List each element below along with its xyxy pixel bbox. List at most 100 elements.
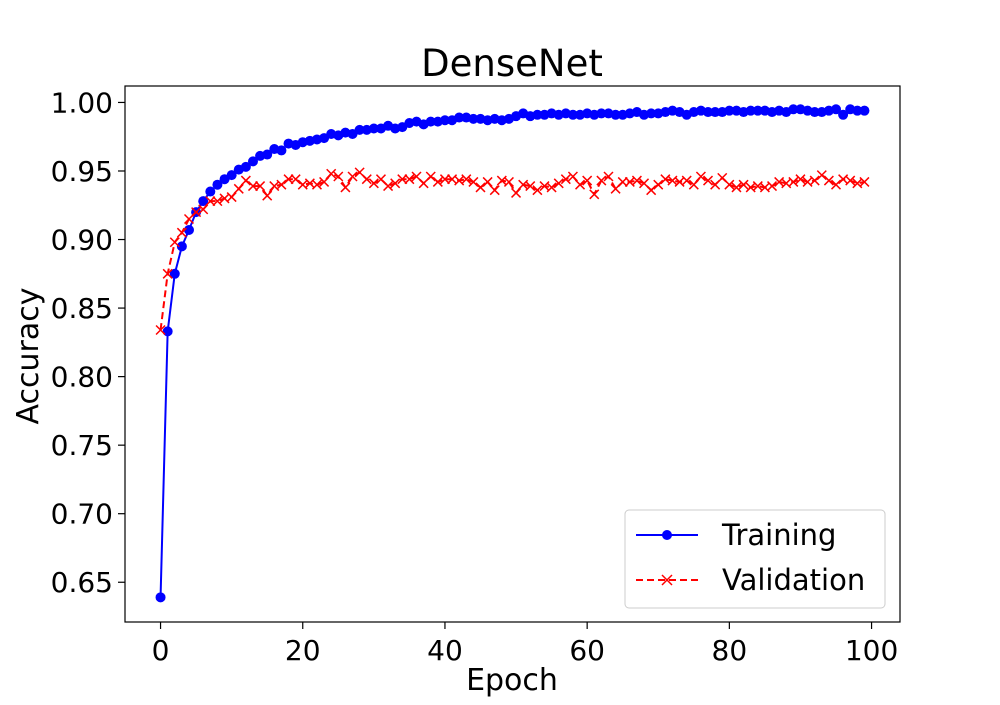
validation-point	[511, 187, 522, 198]
training-point	[354, 124, 365, 135]
validation-point	[816, 170, 827, 181]
validation-point	[326, 168, 337, 179]
y-tick-label: 0.95	[51, 155, 113, 188]
x-tick-label: 100	[845, 634, 898, 667]
validation-point	[702, 175, 714, 186]
validation-point	[368, 178, 379, 189]
validation-point	[233, 183, 244, 194]
plot-frame	[124, 85, 901, 623]
validation-point	[859, 176, 870, 187]
validation-point	[319, 176, 330, 187]
training-point	[596, 108, 607, 119]
validation-point	[823, 175, 834, 186]
training-point	[745, 105, 756, 116]
training-point	[176, 241, 187, 252]
training-point	[610, 109, 621, 120]
y-tick-label: 0.70	[51, 498, 113, 531]
validation-point	[546, 182, 557, 193]
validation-point	[582, 175, 593, 186]
validation-point	[191, 207, 202, 218]
training-point	[752, 105, 763, 116]
validation-series-line	[159, 171, 865, 331]
validation-point	[262, 190, 273, 201]
validation-point	[809, 175, 820, 186]
validation-point	[176, 227, 187, 238]
training-point	[212, 179, 223, 190]
validation-point	[205, 196, 216, 207]
plot-area	[155, 104, 870, 603]
training-point	[532, 109, 543, 120]
y-axis-label: Accuracy	[11, 288, 46, 425]
training-point	[831, 104, 842, 115]
training-point	[703, 107, 714, 118]
validation-point	[247, 181, 259, 192]
validation-point	[468, 176, 479, 187]
validation-point	[226, 192, 237, 203]
validation-point	[162, 268, 173, 279]
validation-point	[653, 179, 664, 190]
validation-point	[575, 179, 586, 190]
legend-training-label: Training	[721, 518, 836, 552]
validation-point	[311, 179, 323, 190]
validation-point	[532, 185, 543, 196]
training-point	[240, 161, 251, 172]
validation-point	[589, 189, 600, 200]
validation-point	[738, 179, 749, 190]
validation-point	[240, 175, 251, 186]
training-point	[724, 105, 735, 116]
legend-entry-validation: Validation	[636, 563, 865, 597]
y-tick-label: 1.00	[51, 86, 113, 119]
validation-point	[475, 182, 486, 193]
training-point	[155, 592, 166, 603]
validation-point	[646, 185, 657, 196]
validation-point	[567, 171, 578, 182]
validation-point	[681, 175, 692, 186]
validation-point	[503, 176, 514, 187]
validation-point	[766, 181, 778, 192]
validation-point	[695, 171, 706, 182]
validation-point	[489, 185, 500, 196]
validation-point	[461, 174, 472, 185]
training-point	[859, 105, 870, 116]
validation-point	[340, 182, 351, 193]
x-axis-label: Epoch	[466, 663, 558, 698]
validation-point	[439, 174, 450, 185]
y-tick-label: 0.65	[51, 566, 113, 599]
training-point	[710, 107, 721, 118]
training-point	[169, 268, 180, 279]
training-point	[226, 170, 237, 181]
validation-point	[290, 174, 301, 185]
x-axis-ticks: 0 20 40 60 80 100	[152, 622, 898, 667]
validation-point	[553, 178, 564, 189]
validation-point	[212, 196, 223, 207]
legend-validation-label: Validation	[722, 563, 865, 597]
validation-point	[603, 171, 614, 182]
y-tick-label: 0.90	[51, 224, 113, 257]
y-tick-label: 0.75	[51, 429, 113, 462]
legend-training-marker	[662, 530, 672, 540]
x-tick-label: 80	[712, 634, 748, 667]
validation-point	[788, 176, 799, 187]
legend-validation-marker	[661, 574, 673, 586]
training-point	[468, 113, 479, 124]
validation-point	[845, 175, 856, 186]
validation-point	[155, 324, 166, 336]
training-point	[567, 109, 578, 120]
validation-point	[404, 174, 415, 185]
x-tick-label: 0	[152, 634, 170, 667]
validation-point	[255, 181, 266, 192]
validation-point	[198, 204, 209, 215]
validation-point	[347, 171, 358, 182]
training-point	[247, 156, 258, 167]
validation-point	[525, 181, 536, 192]
training-point	[838, 109, 849, 120]
validation-point	[333, 171, 344, 182]
validation-point	[795, 174, 806, 185]
x-tick-label: 20	[285, 634, 321, 667]
validation-point	[361, 174, 372, 185]
validation-point	[169, 237, 180, 248]
validation-point	[276, 179, 287, 190]
validation-point	[688, 179, 699, 190]
